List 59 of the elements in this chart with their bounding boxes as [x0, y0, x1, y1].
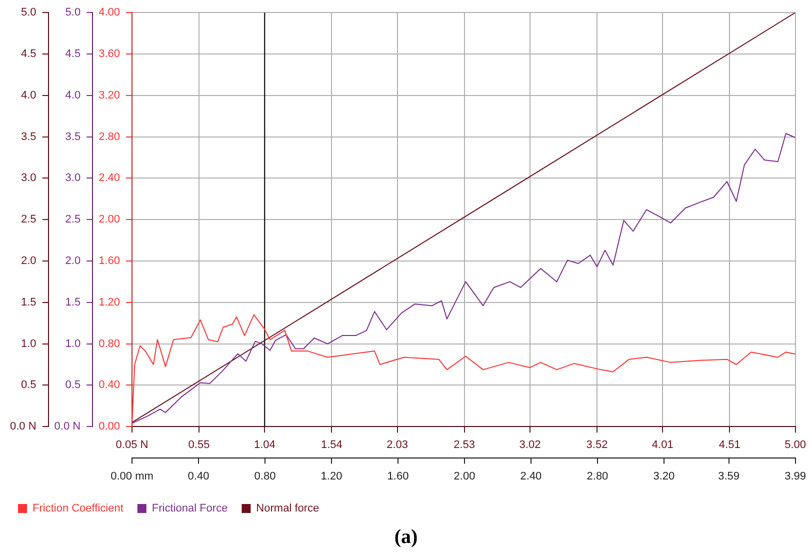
y-tick-label: 1.5 [20, 296, 36, 308]
x-tick-label: 4.01 [652, 439, 674, 452]
legend-label: Frictional Force [152, 502, 228, 515]
y2-tick-label: 0.5 [65, 379, 81, 392]
y-tick-label: 4.5 [20, 48, 36, 60]
y3-tick-label: 1.20 [98, 296, 120, 308]
y3-tick-label: 3.20 [98, 89, 120, 102]
y2-tick-label: 3.5 [65, 130, 81, 143]
x-tick-label: 5.00 [784, 439, 806, 452]
x2-tick-label: 0.40 [188, 470, 210, 482]
x-tick-label: 3.52 [586, 439, 608, 452]
x2-tick-label: 2.40 [520, 470, 542, 482]
y2-tick-label: 2.0 [65, 255, 81, 268]
y3-tick-label: 2.80 [98, 130, 120, 143]
y2-tick-label: 3.0 [65, 172, 81, 184]
x2-tick-label: 1.20 [320, 470, 342, 482]
y3-tick-label: 0.00 [98, 420, 120, 433]
x2-tick-label: 3.59 [718, 470, 740, 482]
y2-tick-label: 1.5 [65, 296, 81, 308]
y2-tick-label: 5.0 [65, 6, 81, 19]
y3-tick-label: 2.40 [98, 172, 120, 184]
x-tick-label: 1.04 [254, 439, 276, 452]
x-tick-label: 2.03 [386, 439, 408, 452]
x2-tick-label: 0.00 mm [110, 470, 154, 482]
x-tick-label: 0.55 [188, 439, 210, 452]
y2-tick-label: 4.0 [65, 89, 81, 102]
y-tick-label: 3.0 [20, 172, 36, 184]
y-tick-label: 2.5 [20, 214, 36, 226]
y3-tick-label: 4.00 [98, 6, 120, 19]
y-tick-label: 0.5 [20, 379, 36, 392]
y2-tick-label: 1.0 [65, 338, 81, 350]
x-tick-label: 0.05 N [116, 439, 148, 452]
y-tick-label: 4.0 [20, 89, 36, 102]
x-tick-label: 3.02 [519, 439, 541, 452]
legend-label: Friction Coefficient [32, 502, 124, 515]
x2-tick-label: 3.20 [653, 470, 675, 482]
y3-tick-label: 3.60 [98, 48, 120, 60]
x2-tick-label: 1.60 [387, 470, 409, 482]
x-tick-label: 1.54 [320, 439, 342, 452]
y2-tick-label: 0.0 N [54, 420, 81, 433]
y-tick-label: 3.5 [20, 130, 36, 143]
y-tick-label: 1.0 [20, 338, 36, 350]
text: (a) [394, 526, 418, 548]
y-tick-label: 0.0 N [10, 420, 36, 433]
x-tick-label: 4.51 [718, 439, 740, 452]
x2-tick-label: 0.80 [254, 470, 276, 482]
x2-tick-label: 3.99 [784, 470, 806, 482]
x2-tick-label: 2.00 [454, 470, 476, 482]
y-tick-label: 5.0 [20, 6, 36, 19]
y3-tick-label: 0.80 [98, 338, 120, 350]
x2-tick-label: 2.80 [586, 470, 608, 482]
legend-label: Normal force [256, 502, 320, 515]
y2-tick-label: 2.5 [65, 214, 81, 226]
y3-tick-label: 0.40 [98, 379, 120, 392]
y3-tick-label: 2.00 [98, 214, 120, 226]
y3-tick-label: 1.60 [98, 255, 120, 268]
x-tick-label: 2.53 [454, 439, 476, 452]
y-tick-label: 2.0 [20, 255, 36, 268]
y2-tick-label: 4.5 [65, 48, 81, 60]
